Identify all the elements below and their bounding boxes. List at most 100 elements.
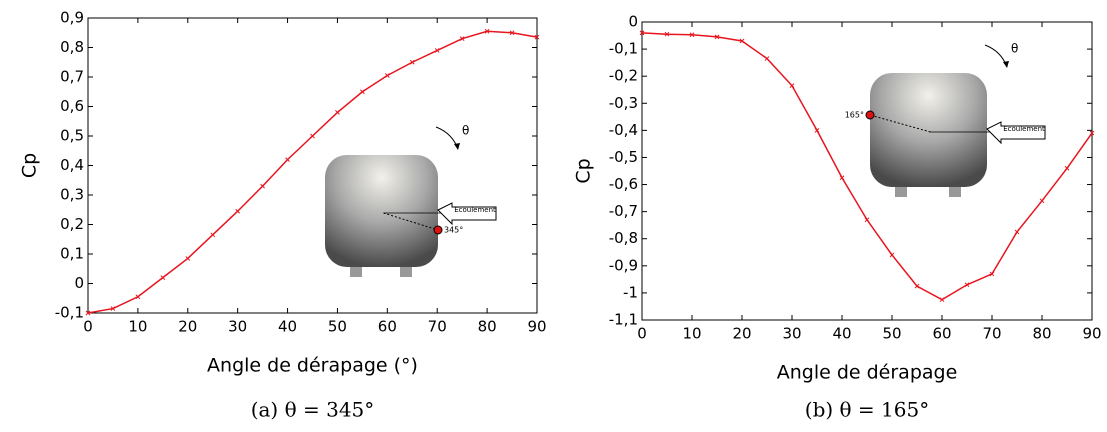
y-axis-label: Cp (573, 158, 595, 183)
x-tick-label: 10 (128, 318, 147, 336)
point-marker (85, 310, 91, 316)
point-marker (1014, 229, 1020, 235)
x-tick-label: 50 (328, 318, 347, 336)
point-marker (1064, 165, 1070, 171)
x-tick-label: 60 (932, 325, 951, 343)
point-marker (839, 175, 845, 181)
point-marker (135, 294, 141, 300)
point-marker (964, 282, 970, 288)
point-marker (459, 36, 465, 42)
point-marker (639, 30, 645, 36)
y-tick-label: -1 (623, 283, 638, 301)
x-tick-label: 70 (982, 325, 1001, 343)
theta-label: θ (462, 124, 469, 138)
series-line (641, 32, 1093, 301)
point-marker (360, 89, 365, 95)
y-axis-label: Cp (19, 153, 41, 178)
y-tick-label: 0,9 (60, 9, 84, 27)
x-tick-label: 20 (178, 318, 197, 336)
flow-arrow (986, 121, 1046, 145)
rotation-arrow-head (454, 143, 460, 150)
rotation-arrow (984, 44, 1008, 68)
x-tick-label: 40 (278, 318, 297, 336)
y-tick-label: -1,1 (609, 311, 638, 329)
tank-body (870, 73, 987, 187)
x-tick-label: 80 (478, 318, 497, 336)
x-axis-label: Angle de dérapage (777, 362, 958, 384)
point-marker (335, 110, 340, 115)
point-marker (1039, 198, 1045, 204)
y-tick-label: 0,2 (60, 215, 84, 233)
y-tick-label: 0 (74, 274, 84, 292)
point-marker (889, 252, 895, 258)
inset-image: Ecoulement 165° θ (845, 42, 1046, 197)
point-marker (789, 83, 795, 89)
point-marker (160, 275, 166, 280)
angle-line (869, 114, 931, 133)
point-marker (739, 38, 745, 44)
rotation-arrow (435, 126, 459, 150)
flow-arrow (437, 202, 497, 226)
plot-frame (87, 17, 538, 314)
probe-dot (433, 225, 443, 235)
x-axis-label: Angle de dérapage (°) (207, 355, 418, 377)
point-marker (664, 31, 670, 37)
x-tick-label: 70 (428, 318, 447, 336)
series-line (87, 30, 538, 314)
point-marker (434, 48, 440, 53)
point-marker (939, 297, 945, 303)
y-tick-label: 0,1 (60, 245, 84, 263)
y-tick-label: -0,6 (609, 175, 638, 193)
point-marker (409, 59, 415, 65)
y-tick-label: -0,2 (609, 67, 638, 85)
point-marker (210, 232, 216, 238)
point-marker (764, 56, 770, 61)
y-tick-label: 0,6 (60, 97, 84, 115)
x-tick-label: 30 (782, 325, 801, 343)
caption: (a) θ = 345° (251, 398, 375, 422)
y-tick-label: -0,9 (609, 256, 638, 274)
point-marker (260, 183, 265, 189)
x-tick-label: 90 (527, 318, 546, 336)
theta-label: θ (1011, 42, 1018, 56)
probe-dot (865, 110, 875, 120)
point-marker (864, 217, 870, 223)
point-marker (285, 157, 290, 162)
plot-frame (641, 21, 1093, 321)
point-marker (814, 128, 820, 133)
y-tick-label: 0,3 (60, 186, 84, 204)
x-tick-label: 30 (228, 318, 247, 336)
x-tick-label: 60 (378, 318, 397, 336)
point-marker (509, 30, 515, 36)
y-tick-label: 0,4 (60, 156, 84, 174)
point-marker (1089, 130, 1095, 136)
point-marker (914, 283, 920, 289)
x-tick-label: 50 (882, 325, 901, 343)
point-marker (714, 34, 720, 40)
y-tick-label: -0,7 (609, 202, 638, 220)
point-marker (989, 271, 995, 277)
x-tick-label: 40 (832, 325, 851, 343)
y-tick-label: -0,1 (55, 304, 84, 322)
y-tick-label: -0,8 (609, 229, 638, 247)
y-tick-label: 0,8 (60, 38, 84, 56)
tank-body (325, 155, 438, 267)
y-tick-label: -0,4 (609, 121, 638, 139)
x-tick-label: 20 (732, 325, 751, 343)
flow-label: Ecoulement (454, 206, 496, 214)
y-tick-label: -0,1 (609, 40, 638, 58)
point-marker (384, 73, 390, 78)
point-marker (484, 28, 490, 34)
inset-image: Ecoulement 345° θ (325, 124, 497, 277)
point-marker (235, 208, 241, 214)
x-tick-label: 0 (637, 325, 647, 343)
caption: (b) θ = 165° (805, 398, 929, 422)
point-marker (185, 256, 191, 261)
y-tick-label: -0,3 (609, 94, 638, 112)
flow-label: Ecoulement (1003, 125, 1045, 133)
angle-label: 165° (845, 111, 864, 120)
y-tick-label: 0,7 (60, 68, 84, 86)
point-marker (110, 306, 116, 311)
y-tick-label: 0 (628, 13, 638, 31)
